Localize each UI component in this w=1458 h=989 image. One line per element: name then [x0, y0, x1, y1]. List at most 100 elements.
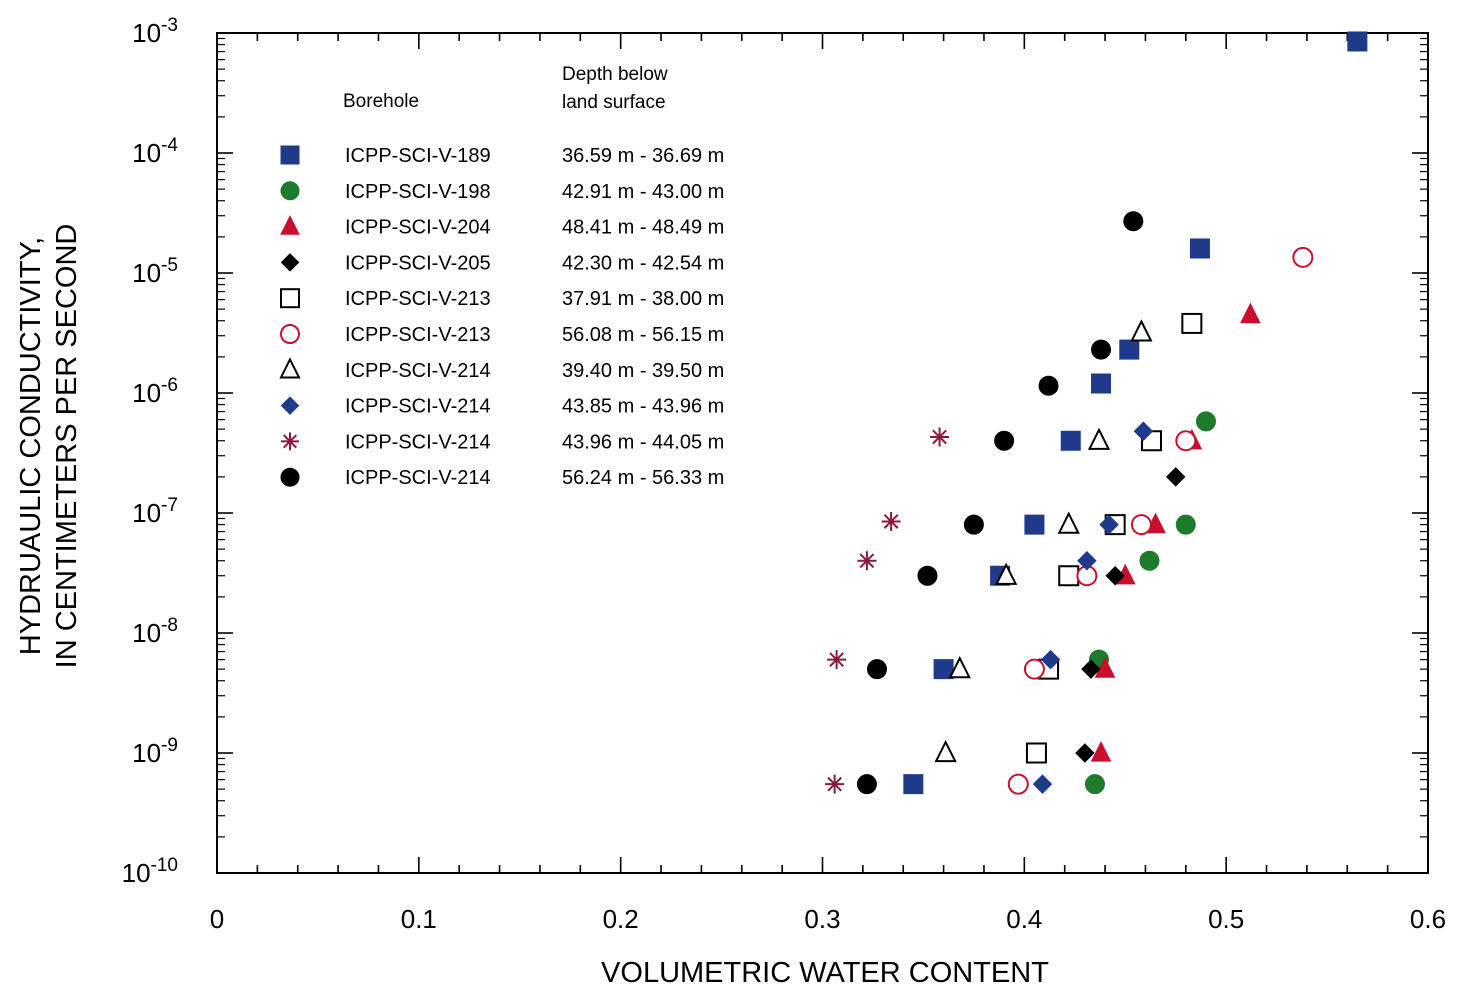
data-point: [1090, 740, 1112, 762]
y-axis-title-line-1: HYDRUAULIC CONDUCTIVITY,: [15, 237, 47, 655]
x-axis-title: VOLUMETRIC WATER CONTENT: [601, 957, 1049, 989]
y-tick-exponent: -9: [161, 735, 178, 756]
data-point: [1189, 238, 1210, 259]
data-point: [1123, 211, 1144, 232]
data-point: [995, 562, 1018, 585]
legend-marker: [280, 145, 300, 165]
data-point: [1077, 551, 1097, 571]
data-point: [1038, 375, 1059, 396]
data-point: [1130, 514, 1152, 536]
y-tick-exponent: -5: [161, 255, 178, 276]
data-point: [1087, 427, 1111, 450]
legend-header-depth: Depth below: [562, 64, 668, 85]
data-point: [1292, 246, 1314, 268]
data-point: [827, 650, 847, 670]
data-point: [1105, 566, 1125, 586]
legend-marker: [280, 253, 300, 272]
data-point: [1060, 430, 1081, 451]
legend-series-name: ICPP-SCI-V-213: [345, 288, 491, 310]
legend-marker: [280, 324, 300, 344]
data-point: [1175, 430, 1197, 452]
x-tick-label: 0.2: [603, 904, 639, 934]
legend-series-depth: 36.59 m - 36.69 m: [562, 145, 724, 167]
data-point: [1091, 339, 1112, 360]
legend-marker: [280, 467, 300, 487]
data-point: [856, 774, 877, 795]
y-tick-label: 10-8: [132, 615, 178, 648]
legend-marker: [280, 288, 300, 309]
y-tick-label: 10-7: [132, 495, 178, 528]
x-tick-label: 0.5: [1208, 904, 1244, 934]
y-tick-exponent: -4: [161, 135, 178, 156]
data-point: [1081, 659, 1101, 679]
legend-series-name: ICPP-SCI-V-214: [345, 396, 491, 418]
y-tick-label: 10-10: [122, 855, 178, 888]
x-tick-label: 0.6: [1410, 904, 1446, 934]
x-tick-label: 0.3: [804, 904, 840, 934]
legend-series-depth: 56.08 m - 56.15 m: [562, 324, 724, 346]
legend-series-depth: 42.91 m - 43.00 m: [562, 181, 724, 203]
data-point: [1007, 773, 1029, 795]
legend-series-name: ICPP-SCI-V-198: [345, 181, 491, 203]
legend-series-depth: 56.24 m - 56.33 m: [562, 467, 724, 489]
data-point: [1032, 774, 1053, 794]
legend-marker: [280, 215, 300, 235]
data-point: [1058, 565, 1080, 587]
y-tick-exponent: -3: [161, 15, 178, 36]
data-point: [1240, 302, 1261, 324]
data-point: [933, 659, 954, 680]
data-point: [994, 430, 1015, 451]
x-tick-label: 0: [210, 904, 224, 934]
legend-marker: [280, 181, 300, 201]
data-point: [903, 774, 924, 795]
data-point: [934, 739, 957, 763]
legend-series-name: ICPP-SCI-V-189: [345, 145, 491, 167]
legend-series-name: ICPP-SCI-V-214: [345, 431, 491, 453]
data-point: [1084, 774, 1105, 795]
data-point: [1175, 514, 1196, 535]
legend-series-depth: 43.85 m - 43.96 m: [562, 396, 724, 418]
data-point: [1133, 421, 1154, 441]
x-tick-label: 0.1: [401, 904, 437, 934]
legend-marker: [280, 396, 300, 415]
legend-series-name: ICPP-SCI-V-204: [345, 217, 491, 239]
legend-series-name: ICPP-SCI-V-214: [345, 360, 491, 382]
y-tick-label: 10-9: [132, 735, 178, 768]
legend-series-depth: 42.30 m - 42.54 m: [562, 252, 724, 274]
data-point: [1091, 373, 1112, 394]
x-tick-label: 0.4: [1006, 904, 1042, 934]
legend-series-depth: 43.96 m - 44.05 m: [562, 431, 724, 453]
legend-series-depth: 48.41 m - 48.49 m: [562, 217, 724, 239]
data-point: [1099, 514, 1119, 535]
data-point: [1075, 743, 1095, 763]
y-tick-label: 10-5: [132, 255, 178, 288]
legend-series-name: ICPP-SCI-V-214: [345, 467, 491, 489]
data-point: [930, 427, 950, 447]
y-tick-label: 10-4: [132, 135, 178, 168]
data-point: [1040, 649, 1061, 670]
data-point: [1119, 339, 1140, 360]
legend-marker: [279, 357, 301, 379]
data-point: [857, 551, 877, 571]
data-point: [1023, 658, 1045, 680]
data-point: [866, 659, 887, 680]
legend-series-depth: 37.91 m - 38.00 m: [562, 288, 724, 310]
y-axis-title-line-2: IN CENTIMETERS PER SECOND: [51, 224, 83, 669]
data-point: [1130, 319, 1153, 342]
data-point: [1181, 312, 1203, 334]
legend-header-borehole: Borehole: [343, 91, 419, 112]
data-point: [881, 511, 901, 531]
data-point: [1347, 31, 1368, 52]
legend-series-name: ICPP-SCI-V-205: [345, 252, 491, 274]
y-tick-exponent: -7: [161, 495, 178, 516]
data-point: [917, 565, 938, 586]
data-point: [1165, 467, 1186, 487]
data-point: [948, 655, 971, 679]
data-point: [1195, 411, 1216, 432]
data-point: [1094, 657, 1116, 678]
data-point: [1025, 742, 1047, 764]
legend-series-name: ICPP-SCI-V-213: [345, 324, 491, 346]
legend-header-depth: land surface: [562, 92, 666, 113]
y-tick-exponent: -6: [161, 375, 178, 396]
